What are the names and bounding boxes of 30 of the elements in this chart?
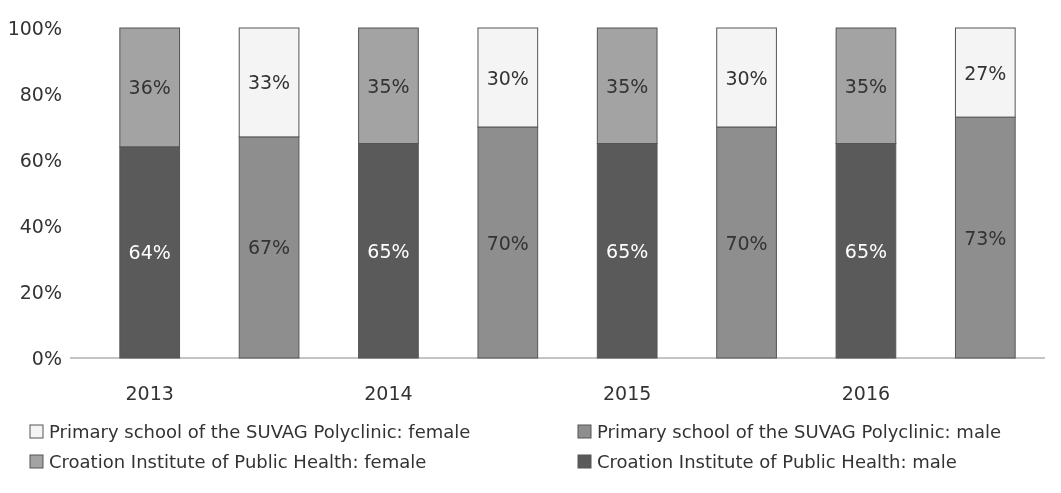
legend-label: Primary school of the SUVAG Polyclinic: male	[597, 421, 1001, 442]
data-label: 64%	[128, 241, 171, 264]
data-label: 30%	[486, 66, 529, 89]
legend-label: Croation Institute of Public Health: male	[597, 451, 957, 472]
y-tick-label: 40%	[19, 214, 62, 237]
data-label: 67%	[247, 236, 291, 259]
data-label: 36%	[128, 76, 171, 99]
x-tick-label: 2016	[841, 382, 891, 404]
y-tick-label: 0%	[31, 346, 62, 369]
legend-label: Croation Institute of Public Health: female	[49, 451, 427, 472]
data-label: 65%	[367, 239, 410, 262]
y-tick-label: 20%	[19, 280, 62, 303]
x-tick-label: 2014	[364, 382, 413, 404]
y-tick-label: 80%	[19, 82, 62, 105]
data-label: 33%	[247, 71, 291, 94]
data-label: 65%	[606, 239, 649, 262]
legend-label: Primary school of the SUVAG Polyclinic: female	[49, 421, 471, 442]
data-label: 70%	[486, 231, 529, 254]
data-label: 35%	[367, 74, 410, 97]
y-tick-label: 60%	[19, 148, 62, 171]
data-label: 73%	[964, 226, 1007, 249]
data-label: 35%	[844, 74, 888, 97]
data-label: 27%	[964, 61, 1007, 84]
y-tick-label: 100%	[7, 16, 62, 39]
data-label: 65%	[844, 239, 888, 262]
data-label: 35%	[606, 74, 649, 97]
data-label: 70%	[725, 231, 768, 254]
x-tick-label: 2015	[603, 382, 652, 404]
data-label: 30%	[725, 66, 768, 89]
x-tick-label: 2013	[125, 382, 174, 404]
